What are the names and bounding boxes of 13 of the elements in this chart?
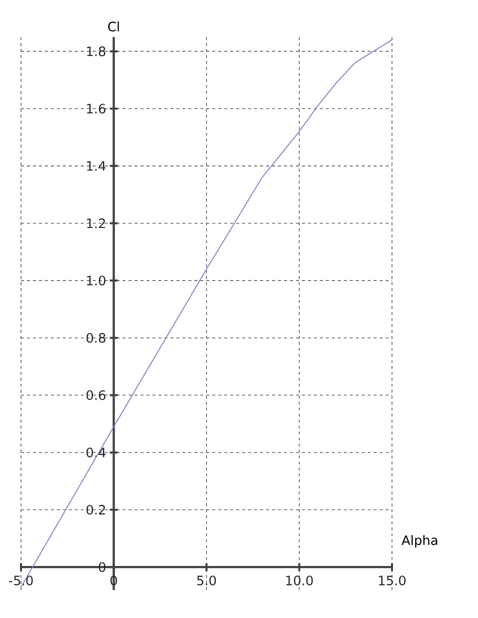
- y-tick-label: 1.4: [87, 161, 106, 171]
- y-axis-title: Cl: [108, 21, 119, 32]
- x-axis-title: Alpha: [402, 535, 438, 548]
- y-tick-label: 0.2: [86, 504, 105, 515]
- y-tick-label: 1.2: [87, 218, 105, 228]
- y-tick-label: 1.0: [87, 276, 106, 286]
- x-tick-label: 15.0: [379, 576, 406, 586]
- y-tick-label: 0.8: [86, 332, 106, 343]
- y-tick-label: 0.6: [86, 390, 106, 400]
- y-tick-label: 1.6: [87, 104, 106, 114]
- y-tick-label: 1.8: [87, 46, 106, 56]
- x-tick-label: 10.0: [286, 576, 313, 586]
- x-tick-label: 5.0: [197, 576, 216, 586]
